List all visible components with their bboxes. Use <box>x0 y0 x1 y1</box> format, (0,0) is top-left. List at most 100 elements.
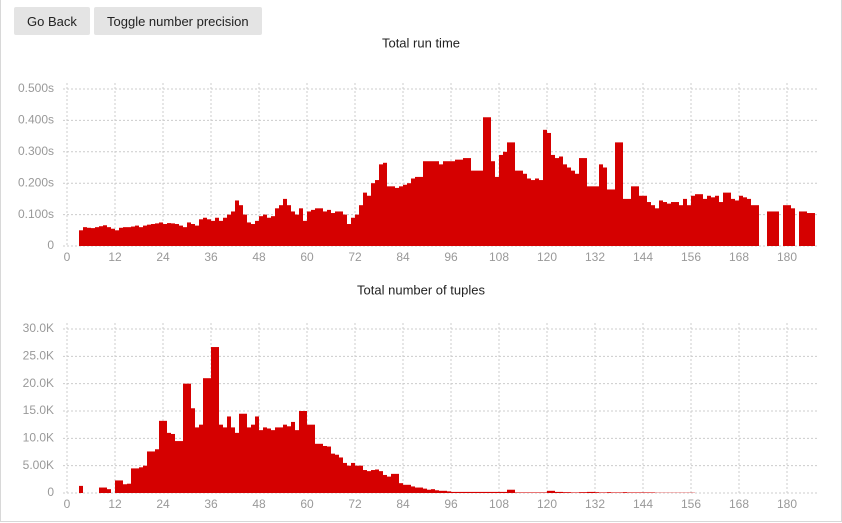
x-tick-label: 96 <box>444 250 458 264</box>
bar <box>535 178 539 246</box>
bar <box>659 200 663 246</box>
x-tick-label: 108 <box>489 250 509 264</box>
bar <box>431 161 435 246</box>
bar <box>811 213 815 246</box>
chart-title: Total run time <box>382 35 460 50</box>
bar <box>523 173 527 246</box>
y-tick-label: 10.0K <box>23 431 54 445</box>
bar <box>227 416 231 493</box>
bar <box>343 462 347 493</box>
bar <box>147 224 151 246</box>
bar <box>443 490 447 493</box>
bar <box>235 200 239 246</box>
bar <box>335 211 339 246</box>
bar <box>107 227 111 246</box>
bar <box>331 453 335 493</box>
bar <box>603 167 607 246</box>
bar <box>459 159 463 246</box>
bar <box>807 213 811 246</box>
bar <box>799 211 803 246</box>
bar <box>211 220 215 246</box>
bar <box>287 205 291 246</box>
bar <box>539 492 543 493</box>
x-tick-label: 24 <box>156 250 170 264</box>
bar <box>179 441 183 493</box>
bar <box>239 205 243 246</box>
x-tick-label: 168 <box>729 497 749 511</box>
y-tick-label: 30.0K <box>23 321 54 335</box>
bar <box>563 492 567 493</box>
bar <box>467 491 471 493</box>
bar <box>179 225 183 246</box>
bar <box>503 151 507 246</box>
x-tick-label: 60 <box>300 250 314 264</box>
bar <box>543 129 547 246</box>
bar <box>691 195 695 246</box>
bar <box>563 164 567 246</box>
bar <box>427 161 431 246</box>
bar <box>403 184 407 246</box>
x-tick-label: 168 <box>729 250 749 264</box>
bar <box>235 432 239 493</box>
bar <box>407 484 411 493</box>
bar <box>303 220 307 246</box>
bar <box>507 489 511 493</box>
bar <box>427 489 431 493</box>
bar <box>783 205 787 246</box>
bar <box>527 492 531 493</box>
bar <box>439 490 443 493</box>
y-tick-label: 0.200s <box>18 175 54 189</box>
bar <box>87 227 91 246</box>
x-tick-label: 0 <box>64 497 71 511</box>
go-back-button[interactable]: Go Back <box>14 7 90 35</box>
bar <box>755 205 759 246</box>
bar <box>255 220 259 246</box>
bar <box>163 420 167 493</box>
bar <box>611 492 615 493</box>
bar <box>503 491 507 493</box>
bar <box>267 217 271 246</box>
x-tick-label: 96 <box>444 497 458 511</box>
bar <box>571 170 575 246</box>
bar <box>331 213 335 246</box>
bar <box>651 205 655 246</box>
bar <box>111 228 115 246</box>
chart-title: Total number of tuples <box>357 282 485 297</box>
bar <box>587 186 591 246</box>
bar <box>719 202 723 246</box>
bar <box>183 383 187 493</box>
bar <box>599 164 603 246</box>
bar <box>531 180 535 246</box>
toggle-precision-button[interactable]: Toggle number precision <box>94 7 262 35</box>
bar <box>483 117 487 246</box>
bar <box>423 161 427 246</box>
bar <box>491 491 495 493</box>
bar <box>595 492 599 493</box>
bar <box>643 195 647 246</box>
y-tick-label: 5.00K <box>23 458 54 472</box>
bar <box>103 225 107 246</box>
bar <box>707 195 711 246</box>
bar <box>387 186 391 246</box>
x-tick-label: 156 <box>681 250 701 264</box>
bar <box>107 489 111 493</box>
bar <box>527 178 531 246</box>
bar <box>623 198 627 246</box>
bar <box>323 211 327 246</box>
bar <box>119 227 123 246</box>
bar <box>511 489 515 493</box>
x-tick-label: 36 <box>204 497 218 511</box>
bar <box>667 203 671 246</box>
bar <box>539 180 543 246</box>
bar <box>395 473 399 493</box>
bar <box>715 195 719 246</box>
bar <box>415 487 419 493</box>
bar <box>199 219 203 246</box>
bar <box>743 197 747 246</box>
x-tick-label: 12 <box>108 250 122 264</box>
bar <box>515 492 519 493</box>
bar <box>251 224 255 246</box>
bar <box>103 487 107 493</box>
y-tick-label: 0.500s <box>18 81 54 95</box>
